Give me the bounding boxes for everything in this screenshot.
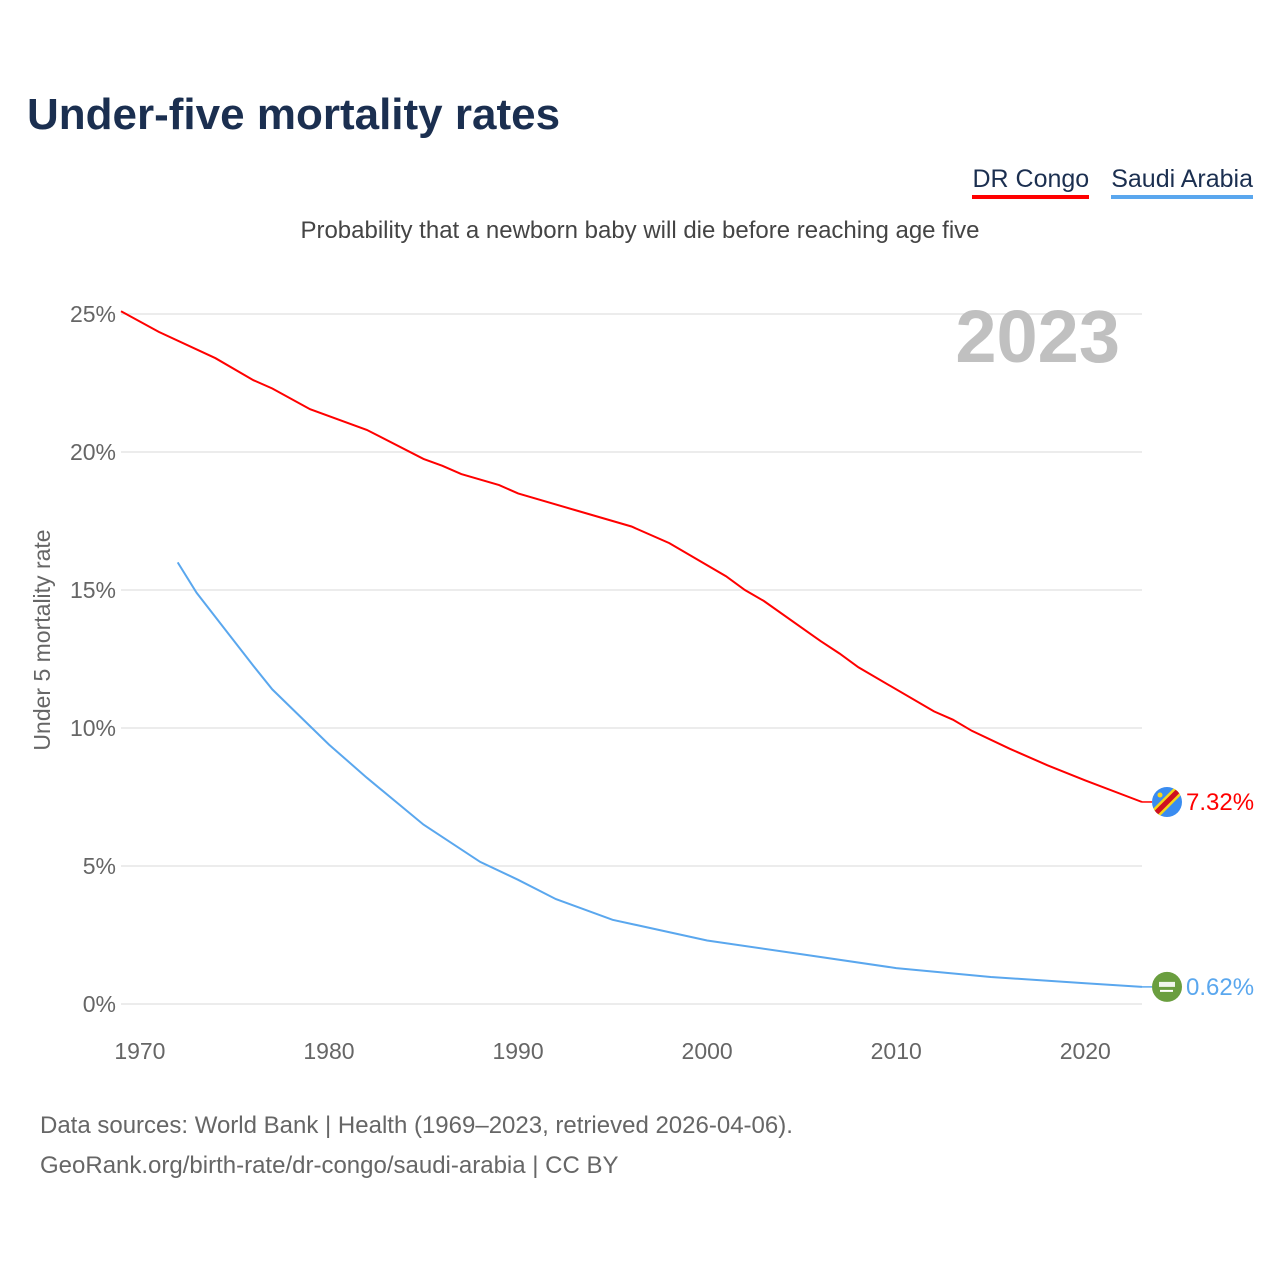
end-value-label: 0.62% bbox=[1186, 974, 1254, 1001]
end-value-label: 7.32% bbox=[1186, 789, 1254, 816]
y-tick-label: 10% bbox=[70, 715, 116, 741]
y-tick-label: 15% bbox=[70, 577, 116, 603]
x-tick-label: 2020 bbox=[1060, 1038, 1111, 1064]
legend: DR Congo Saudi Arabia bbox=[972, 165, 1253, 199]
y-tick-label: 25% bbox=[70, 301, 116, 327]
year-label: 2023 bbox=[955, 295, 1120, 378]
x-tick-label: 1990 bbox=[492, 1038, 543, 1064]
x-tick-label: 1970 bbox=[114, 1038, 165, 1064]
legend-dr-congo[interactable]: DR Congo bbox=[972, 165, 1090, 199]
y-tick-label: 20% bbox=[70, 439, 116, 465]
source-text: Data sources: World Bank | Health (1969–… bbox=[40, 1112, 793, 1139]
dr-congo-flag-icon bbox=[1152, 786, 1182, 817]
legend-saudi-arabia[interactable]: Saudi Arabia bbox=[1111, 165, 1253, 199]
source-link[interactable]: GeoRank.org/birth-rate/dr-congo/saudi-ar… bbox=[40, 1152, 619, 1179]
x-tick-label: 2000 bbox=[682, 1038, 733, 1064]
x-tick-label: 2010 bbox=[871, 1038, 922, 1064]
y-tick-label: 5% bbox=[83, 853, 116, 879]
series-line-saudi-arabia bbox=[176, 561, 1143, 988]
chart-subtitle: Probability that a newborn baby will die… bbox=[300, 217, 980, 244]
series-line-dr-congo bbox=[120, 310, 1143, 803]
y-axis-label: Under 5 mortality rate bbox=[29, 529, 55, 750]
footer: Data sources: World Bank | Health (1969–… bbox=[40, 1106, 793, 1186]
saudi-arabia-flag-icon bbox=[1152, 971, 1182, 1002]
x-tick-label: 1980 bbox=[303, 1038, 354, 1064]
chart-title: Under-five mortality rates bbox=[27, 90, 561, 139]
y-tick-label: 0% bbox=[83, 991, 116, 1017]
